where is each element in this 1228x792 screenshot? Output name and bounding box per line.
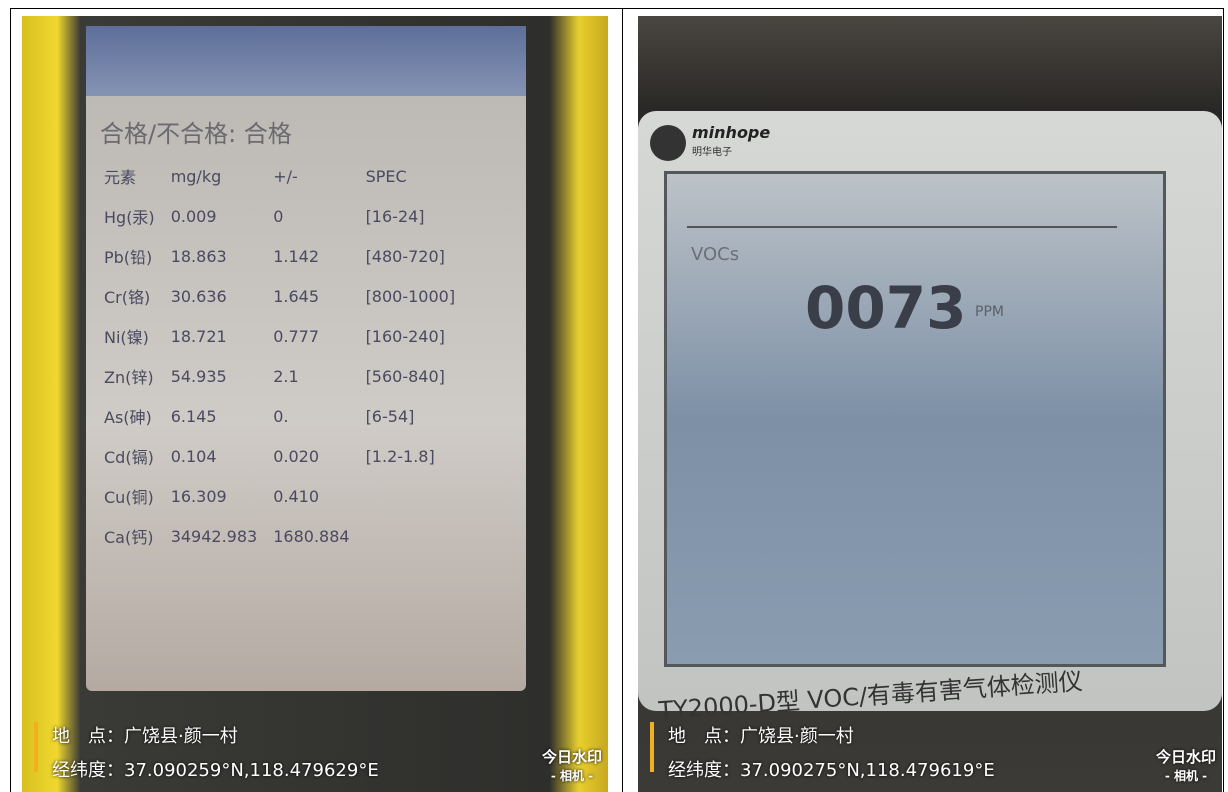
data-cell: 1.142 — [265, 236, 357, 276]
watermark-place: 地 点：广饶县·颜一村 — [52, 722, 238, 748]
data-cell: 1680.884 — [265, 516, 357, 556]
data-cell: [480-720] — [358, 236, 464, 276]
screen-title-bar — [86, 26, 526, 96]
data-cell: 0.020 — [265, 436, 357, 476]
data-cell: 2.1 — [265, 356, 357, 396]
header-cell: mg/kg — [163, 156, 266, 196]
watermark-bar — [650, 722, 654, 772]
data-cell: [560-840] — [358, 356, 464, 396]
data-cell: 16.309 — [163, 476, 266, 516]
data-cell: 6.145 — [163, 396, 266, 436]
data-cell: Pb(铅) — [96, 236, 163, 276]
data-cell: 54.935 — [163, 356, 266, 396]
data-cell: 0.009 — [163, 196, 266, 236]
watermark-brand: 今日水印- 相机 - — [542, 746, 602, 784]
data-cell: [6-54] — [358, 396, 464, 436]
data-cell: Ni(镍) — [96, 316, 163, 356]
data-cell: 30.636 — [163, 276, 266, 316]
data-cell: Cr(铬) — [96, 276, 163, 316]
watermark-place: 地 点：广饶县·颜一村 — [668, 722, 854, 748]
watermark-brand: 今日水印- 相机 - — [1156, 746, 1216, 784]
lcd: VOCs 0073 PPM — [664, 171, 1166, 667]
data-cell: [1.2-1.8] — [358, 436, 464, 476]
brand-name: 今日水印 — [542, 746, 602, 767]
data-cell: [800-1000] — [358, 276, 464, 316]
pass-status: 合格/不合格: 合格 — [100, 114, 292, 149]
brand-name: 今日水印 — [1156, 746, 1216, 767]
detector-photo: minhope 明华电子 VOCs 0073 PPM TY2000-D型 VOC… — [638, 16, 1222, 792]
header-cell: SPEC — [358, 156, 464, 196]
gas-name: VOCs — [691, 244, 739, 265]
logo-icon — [650, 125, 686, 161]
data-cell: 18.863 — [163, 236, 266, 276]
data-cell: [160-240] — [358, 316, 464, 356]
lcd-line — [687, 196, 1117, 228]
data-cell: [16-24] — [358, 196, 464, 236]
data-cell: 0.410 — [265, 476, 357, 516]
header-cell: +/- — [265, 156, 357, 196]
watermark-coords: 经纬度：37.090275°N,118.479619°E — [668, 756, 995, 782]
data-cell: As(砷) — [96, 396, 163, 436]
watermark-bar — [34, 722, 38, 772]
unit: PPM — [975, 304, 1004, 320]
data-cell: 0.777 — [265, 316, 357, 356]
data-cell: 34942.983 — [163, 516, 266, 556]
brand-sub: - 相机 - — [1156, 767, 1216, 784]
logo-sub: 明华电子 — [692, 143, 732, 158]
data-cell: Hg(汞) — [96, 196, 163, 236]
data-cell: Ca(钙) — [96, 516, 163, 556]
data-cell: Zn(锌) — [96, 356, 163, 396]
cell-divider — [622, 8, 623, 792]
header-cell: 元素 — [96, 156, 163, 196]
reading: 0073 — [805, 274, 966, 342]
data-cell: 0.104 — [163, 436, 266, 476]
model-label: TY2000-D型 VOC/有毒有害气体检测仪 — [657, 661, 1083, 726]
data-cell: 0 — [265, 196, 357, 236]
data-cell: 1.645 — [265, 276, 357, 316]
data-cell: 18.721 — [163, 316, 266, 356]
logo: minhope — [692, 123, 770, 142]
brand-sub: - 相机 - — [542, 767, 602, 784]
watermark-coords: 经纬度：37.090259°N,118.479629°E — [52, 756, 379, 782]
data-cell: 0. — [265, 396, 357, 436]
page: 合格/不合格: 合格 元素mg/kg+/-SPECHg(汞)0.0090[16-… — [0, 0, 1228, 792]
data-cell: Cu(铜) — [96, 476, 163, 516]
data-cell: Cd(镉) — [96, 436, 163, 476]
detector-panel: minhope 明华电子 VOCs 0073 PPM TY2000-D型 VOC… — [638, 111, 1222, 711]
